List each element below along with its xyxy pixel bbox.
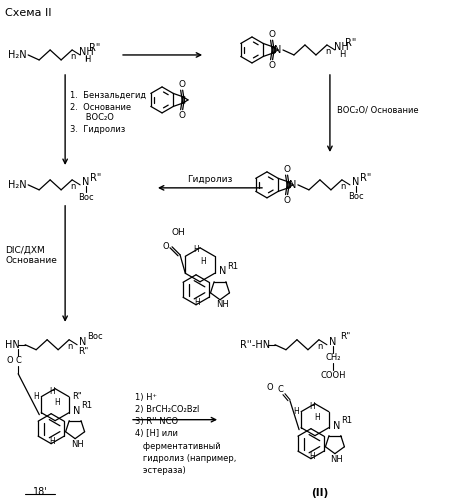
Text: H: H: [314, 413, 320, 422]
Text: O: O: [7, 356, 13, 365]
Text: 1.  Бензальдегид: 1. Бензальдегид: [70, 90, 146, 99]
Text: R": R": [72, 392, 82, 401]
Text: O: O: [178, 111, 185, 120]
Text: N: N: [83, 177, 90, 187]
Text: n: n: [340, 182, 346, 191]
Text: n: n: [67, 342, 73, 351]
Text: O: O: [267, 383, 273, 392]
Text: Гидролиз: Гидролиз: [187, 175, 233, 184]
Text: N: N: [352, 177, 359, 187]
Text: 3.  Гидролиз: 3. Гидролиз: [70, 125, 125, 134]
Text: 4) [H] или: 4) [H] или: [135, 429, 178, 438]
Text: H: H: [193, 246, 199, 254]
Text: CH₂: CH₂: [325, 353, 341, 362]
Text: R": R": [90, 43, 101, 53]
Text: R": R": [90, 173, 102, 183]
Text: H: H: [309, 402, 315, 411]
Text: H: H: [49, 387, 55, 396]
Text: 2) BrCH₂CO₂Bzl: 2) BrCH₂CO₂Bzl: [135, 405, 200, 414]
Text: H: H: [54, 398, 60, 407]
Text: H: H: [293, 407, 299, 416]
Text: NH: NH: [79, 47, 94, 57]
Text: Boc: Boc: [78, 193, 94, 203]
Text: гидролиз (например,: гидролиз (например,: [135, 454, 236, 463]
Text: R": R": [78, 347, 88, 356]
Text: C: C: [15, 356, 21, 365]
Text: NH: NH: [330, 455, 343, 464]
Text: BOC₂O/ Основание: BOC₂O/ Основание: [337, 105, 419, 114]
Text: 3) R'' NCO: 3) R'' NCO: [135, 417, 178, 426]
Text: C: C: [277, 385, 283, 394]
Text: n: n: [70, 182, 76, 191]
Text: N: N: [274, 45, 282, 55]
Text: R1: R1: [341, 416, 352, 425]
Text: N: N: [289, 180, 297, 190]
Text: эстераза): эстераза): [135, 466, 186, 475]
Text: H: H: [194, 298, 200, 307]
Text: H₂N: H₂N: [8, 50, 27, 60]
Text: Схема II: Схема II: [5, 8, 52, 18]
Text: H: H: [200, 257, 206, 266]
Text: H: H: [309, 452, 315, 461]
Text: H: H: [339, 50, 345, 59]
Text: N: N: [329, 337, 336, 347]
Text: Boc: Boc: [87, 332, 103, 341]
Text: OH: OH: [171, 229, 185, 238]
Text: H₂N: H₂N: [8, 180, 27, 190]
Text: (II): (II): [311, 488, 329, 498]
Text: O: O: [283, 196, 290, 205]
Text: R1: R1: [227, 262, 238, 271]
Text: R": R": [345, 38, 357, 48]
Text: n: n: [317, 342, 323, 351]
Text: 18': 18': [33, 487, 48, 497]
Text: BOC₂O: BOC₂O: [70, 113, 114, 122]
Text: H: H: [34, 392, 39, 401]
Text: 1) H⁺: 1) H⁺: [135, 393, 157, 402]
Text: n: n: [70, 52, 76, 61]
Text: O: O: [163, 243, 169, 251]
Text: O: O: [283, 165, 290, 174]
Text: R1: R1: [81, 401, 92, 410]
Text: DIC/ДХМ: DIC/ДХМ: [5, 246, 45, 254]
Text: NH: NH: [334, 42, 348, 52]
Text: R": R": [340, 332, 350, 341]
Text: Основание: Основание: [5, 256, 57, 265]
Text: O: O: [178, 80, 185, 89]
Text: n: n: [325, 47, 330, 56]
Text: H: H: [84, 55, 90, 64]
Text: 2.  Основание: 2. Основание: [70, 103, 131, 112]
Text: Boc: Boc: [348, 192, 364, 202]
Text: R''-HN: R''-HN: [240, 340, 270, 350]
Text: N: N: [219, 266, 226, 276]
Text: COOH: COOH: [320, 371, 346, 380]
Text: R": R": [360, 173, 372, 183]
Text: O: O: [268, 30, 275, 39]
Text: N: N: [79, 337, 87, 347]
Text: O: O: [268, 61, 275, 70]
Text: NH: NH: [71, 440, 84, 449]
Text: H: H: [49, 437, 55, 446]
Text: HN: HN: [5, 340, 20, 350]
Text: ферментативный: ферментативный: [135, 442, 221, 451]
Text: N: N: [73, 406, 80, 416]
Text: NH: NH: [216, 300, 229, 309]
Text: N: N: [333, 421, 340, 431]
